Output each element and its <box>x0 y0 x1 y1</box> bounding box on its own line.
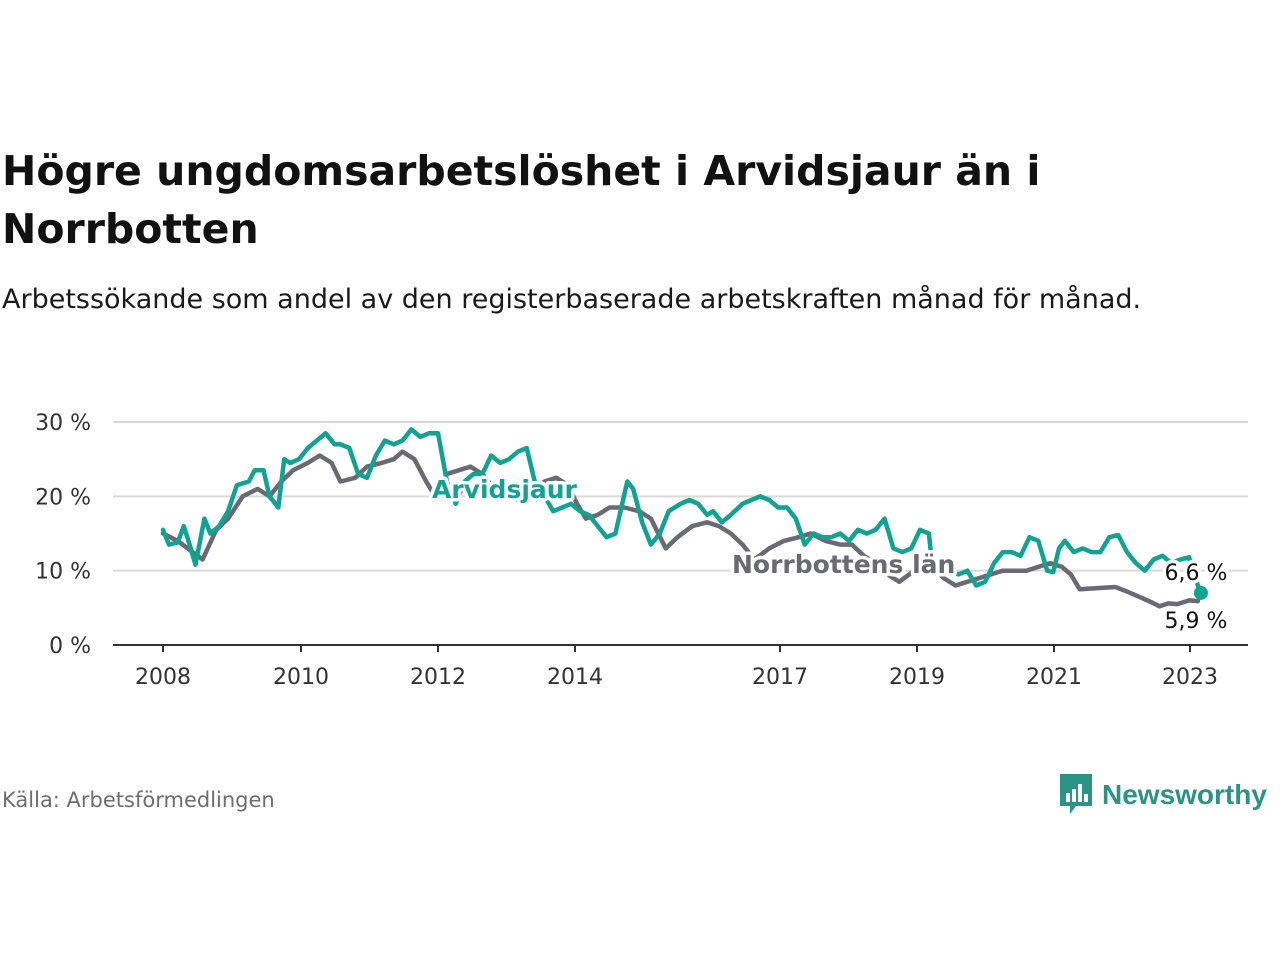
series-line-norrbottens-län <box>160 449 1201 609</box>
x-tick-label: 2008 <box>135 665 191 690</box>
x-tick-label: 2017 <box>752 665 808 690</box>
x-tick-label: 2010 <box>273 665 329 690</box>
chart-subtitle: Arbetssökande som andel av den registerb… <box>2 284 1142 315</box>
chart-title: Högre ungdomsarbetslöshet i Arvidsjaur ä… <box>2 147 1041 253</box>
series-label-norrbottens-lan: Norrbottens län <box>732 550 955 579</box>
y-tick-label: 10 % <box>35 560 91 585</box>
series-line-arvidsjaur <box>160 427 1204 596</box>
series-label-arvidsjaur: Arvidsjaur <box>432 475 578 504</box>
source-note: Källa: Arbetsförmedlingen <box>2 788 275 812</box>
y-tick-label: 0 % <box>49 634 91 659</box>
x-tick-label: 2019 <box>889 665 945 690</box>
x-tick-label: 2021 <box>1026 665 1082 690</box>
y-tick-label: 30 % <box>35 411 91 436</box>
x-tick-label: 2014 <box>547 665 603 690</box>
newsworthy-logo[interactable]: Newsworthy <box>1058 772 1267 818</box>
x-tick-label: 2023 <box>1162 665 1218 690</box>
x-tick-label: 2012 <box>410 665 466 690</box>
end-label-norrbotten: 5,9 % <box>1165 609 1228 634</box>
end-label-arvidsjaur: 6,6 % <box>1165 561 1228 586</box>
line-chart: 0 % 10 % 20 % 30 % 2008 2010 2012 2014 2017 2019 2… <box>35 411 1248 690</box>
endpoint-marker-arvidsjaur <box>1193 585 1208 600</box>
brand-name: Newsworthy <box>1102 779 1267 810</box>
newsworthy-bar-chart-icon <box>1060 774 1092 814</box>
y-tick-label: 20 % <box>35 485 91 510</box>
